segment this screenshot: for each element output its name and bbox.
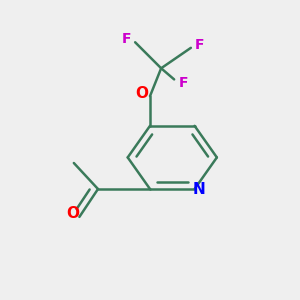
Text: O: O — [135, 86, 148, 101]
Text: O: O — [66, 206, 79, 221]
Text: F: F — [122, 32, 132, 46]
Text: F: F — [179, 76, 188, 90]
Text: F: F — [194, 38, 204, 52]
Text: N: N — [193, 182, 206, 196]
